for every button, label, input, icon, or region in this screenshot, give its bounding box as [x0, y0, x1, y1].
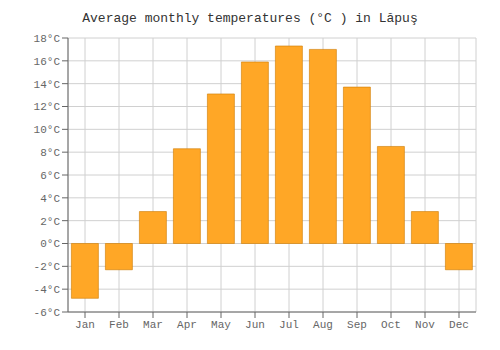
- svg-text:12°C: 12°C: [34, 101, 61, 113]
- svg-text:2°C: 2°C: [40, 216, 60, 228]
- svg-text:4°C: 4°C: [40, 193, 60, 205]
- svg-text:Jul: Jul: [279, 319, 299, 331]
- svg-text:Feb: Feb: [109, 319, 129, 331]
- svg-text:-2°C: -2°C: [34, 261, 61, 273]
- svg-text:18°C: 18°C: [34, 33, 61, 45]
- svg-text:-4°C: -4°C: [34, 284, 61, 296]
- svg-text:-6°C: -6°C: [34, 307, 61, 319]
- svg-text:Aug: Aug: [313, 319, 333, 331]
- html-text:Average monthly temperatures (: Average monthly temperatures (°C ) in Lă…: [82, 11, 418, 26]
- svg-text:Sep: Sep: [347, 319, 367, 331]
- svg-text:Oct: Oct: [381, 319, 401, 331]
- svg-text:Nov: Nov: [415, 319, 435, 331]
- svg-text:Apr: Apr: [177, 319, 197, 331]
- svg-text:8°C: 8°C: [40, 147, 60, 159]
- svg-text:Mar: Mar: [143, 319, 163, 331]
- svg-text:Jan: Jan: [75, 319, 95, 331]
- svg-text:Jun: Jun: [245, 319, 265, 331]
- svg-text:6°C: 6°C: [40, 170, 60, 182]
- svg-text:16°C: 16°C: [34, 56, 61, 68]
- svg-text:14°C: 14°C: [34, 79, 61, 91]
- svg-text:0°C: 0°C: [40, 238, 60, 250]
- svg-text:May: May: [211, 319, 231, 331]
- svg-text:Dec: Dec: [449, 319, 469, 331]
- svg-text:10°C: 10°C: [34, 124, 61, 136]
